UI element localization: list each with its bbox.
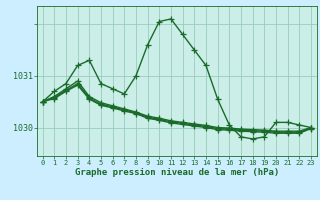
X-axis label: Graphe pression niveau de la mer (hPa): Graphe pression niveau de la mer (hPa) (75, 168, 279, 177)
